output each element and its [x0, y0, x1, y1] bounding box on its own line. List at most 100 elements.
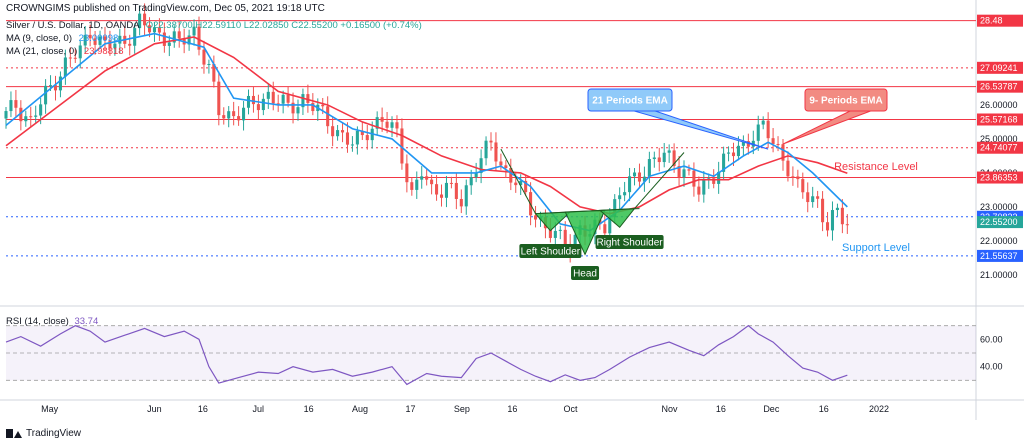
- candle-body: [469, 177, 473, 186]
- candle-body: [430, 179, 434, 185]
- candle-body: [128, 43, 132, 46]
- candle-body: [637, 172, 642, 182]
- candle-body: [484, 140, 488, 159]
- candle-body: [435, 184, 439, 195]
- candle-body: [741, 141, 745, 146]
- candle-body: [558, 229, 562, 231]
- time-tick-label: Aug: [352, 404, 368, 414]
- candle-body: [385, 121, 389, 128]
- candle-body: [68, 57, 72, 59]
- candle-body: [345, 132, 350, 145]
- rsi-value: 33.74: [74, 316, 99, 327]
- candle-body: [454, 182, 458, 199]
- candle-body: [14, 100, 18, 108]
- candle-body: [652, 157, 656, 160]
- time-tick-label: 16: [507, 404, 517, 414]
- ma21-line: [5, 36, 848, 215]
- candle-body: [336, 130, 340, 137]
- candle-body: [78, 45, 82, 59]
- candle-body: [147, 25, 152, 33]
- candle-body: [187, 35, 191, 45]
- candle-body: [340, 130, 345, 133]
- candle-body: [143, 13, 147, 26]
- candle-body: [642, 176, 646, 182]
- candle-body: [687, 169, 691, 171]
- pattern-tag: [571, 266, 600, 280]
- price-label-badge: [977, 14, 1023, 27]
- candle-body: [791, 176, 795, 178]
- candle-body: [24, 116, 28, 122]
- price-label-badge: [977, 80, 1023, 93]
- candle-body: [736, 145, 740, 157]
- candle-body: [504, 165, 508, 168]
- candle-body: [449, 182, 453, 184]
- candle-body: [489, 140, 493, 143]
- candle-body: [276, 103, 280, 105]
- support-level-label: Support Level: [842, 242, 910, 254]
- price-tick-label: 22.00000: [980, 236, 1018, 246]
- candle-body: [9, 100, 13, 112]
- time-tick-label: 16: [304, 404, 314, 414]
- candle-body: [360, 130, 364, 136]
- pattern-tag: [519, 244, 582, 258]
- price-tick-label: 26.00000: [980, 100, 1018, 110]
- candle-body: [806, 192, 810, 203]
- candle-body: [731, 152, 736, 157]
- time-tick-label: Jul: [252, 404, 264, 414]
- candle-body: [776, 143, 780, 145]
- tradingview-brand[interactable]: TradingView: [6, 428, 81, 439]
- symbol-legend: Silver / U.S. Dollar, 1D, OANDA O22.3870…: [6, 20, 422, 31]
- candle-body: [93, 38, 97, 45]
- candle-body: [212, 63, 216, 82]
- candle-body: [39, 104, 43, 116]
- candle-body: [821, 198, 825, 223]
- candle-body: [103, 36, 107, 41]
- candle-body: [177, 31, 181, 39]
- candle-body: [459, 198, 463, 207]
- time-tick-label: 16: [198, 404, 208, 414]
- candle-body: [331, 126, 335, 137]
- candle-body: [553, 230, 557, 238]
- candle-body: [519, 180, 523, 186]
- price-label-badge: [977, 249, 1023, 262]
- price-label-text: 23.86353: [980, 173, 1018, 183]
- candle-body: [4, 111, 8, 119]
- candle-body: [702, 179, 706, 195]
- time-tick-label: Jun: [147, 404, 162, 414]
- time-tick-label: 16: [819, 404, 829, 414]
- candle-body: [825, 222, 830, 231]
- ma9-legend: MA (9, close, 0) 23.00098: [6, 33, 118, 44]
- candle-body: [242, 107, 246, 121]
- candle-body: [73, 57, 77, 59]
- neckline: [535, 208, 640, 215]
- candle-body: [19, 107, 23, 122]
- candle-body: [271, 91, 275, 104]
- rsi-label: RSI (14, close): [6, 316, 69, 327]
- pattern-left-leg: [500, 148, 536, 214]
- candle-body: [494, 142, 498, 162]
- price-label-text: 28.48: [980, 16, 1003, 26]
- pattern-tag-text: Right Shoulder: [596, 238, 663, 249]
- ma9-label: MA (9, close, 0): [6, 33, 72, 44]
- candle-body: [167, 42, 171, 46]
- candle-body: [514, 182, 518, 186]
- candle-body: [232, 111, 236, 117]
- candle-body: [628, 176, 632, 193]
- candle-body: [281, 94, 285, 104]
- candle-body: [83, 34, 87, 46]
- price-label-badge: [977, 171, 1023, 184]
- candle-body: [98, 36, 102, 45]
- candle-body: [672, 150, 676, 167]
- ma21-label: MA (21, close, 0): [6, 46, 78, 57]
- candle-body: [573, 234, 577, 253]
- candle-body: [766, 120, 770, 139]
- ema9-callout-box: [804, 88, 888, 112]
- candle-body: [286, 94, 290, 103]
- time-tick-label: 16: [716, 404, 726, 414]
- price-label-badge: [977, 141, 1023, 154]
- candle-body: [251, 95, 255, 105]
- candle-body: [375, 117, 379, 129]
- candle-body: [162, 32, 166, 46]
- candle-body: [256, 104, 260, 111]
